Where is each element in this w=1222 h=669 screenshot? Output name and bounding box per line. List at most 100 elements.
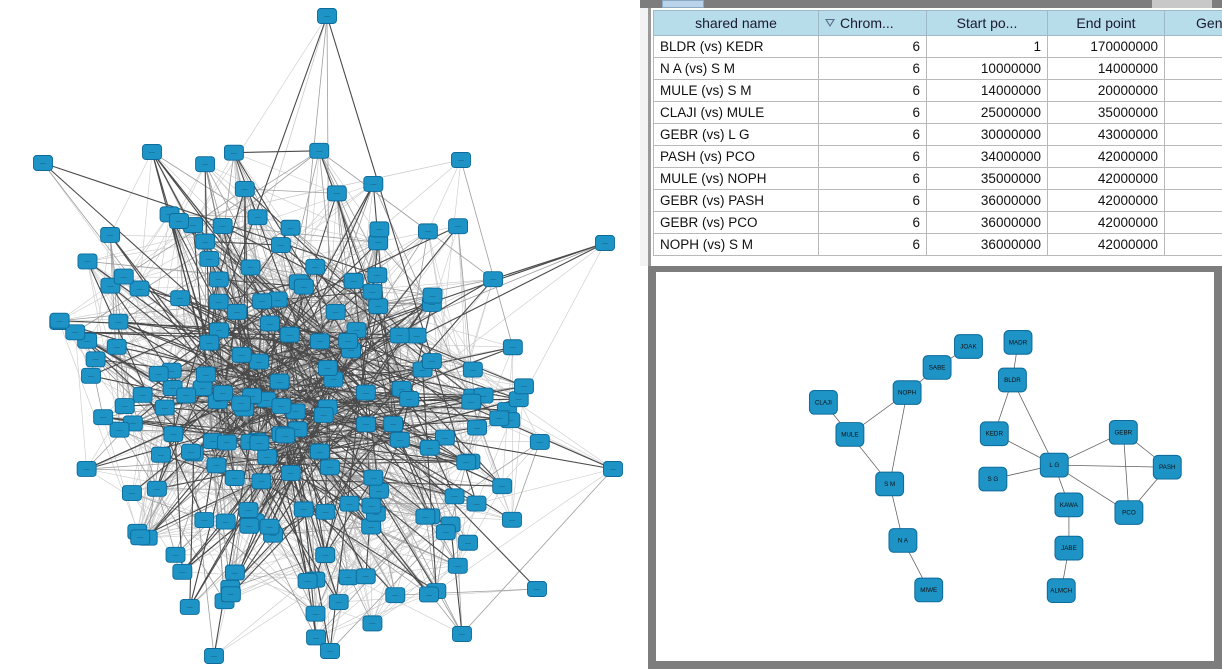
network-node[interactable] [33, 155, 53, 171]
network-node[interactable]: KAWA [1054, 492, 1084, 518]
table-row[interactable]: GEBR (vs) PASH636000000420000008.9 [653, 189, 1222, 212]
table-row[interactable]: BLDR (vs) KEDR61170000000192.0 [653, 35, 1222, 58]
network-node[interactable] [247, 209, 268, 226]
node-box[interactable] [1054, 535, 1084, 561]
network-node[interactable] [251, 473, 272, 490]
network-node[interactable] [151, 446, 171, 463]
network-node[interactable] [106, 338, 127, 355]
cell-start_point[interactable]: 36000000 [926, 233, 1048, 256]
network-node[interactable] [108, 313, 129, 330]
network-node[interactable] [215, 513, 236, 530]
network-node[interactable] [216, 434, 237, 451]
cell-shared_name[interactable]: MULE (vs) S M [653, 79, 819, 102]
network-node[interactable] [317, 360, 338, 377]
network-node[interactable]: SABE [922, 355, 952, 380]
cell-start_point[interactable]: 1 [926, 35, 1048, 58]
network-node[interactable] [502, 511, 522, 528]
cell-start_point[interactable]: 30000000 [926, 123, 1048, 146]
network-node[interactable] [527, 581, 547, 597]
network-node[interactable] [220, 586, 241, 603]
network-node[interactable] [297, 572, 318, 589]
network-node[interactable]: S G [978, 466, 1008, 492]
cell-end_point[interactable]: 170000000 [1047, 35, 1165, 58]
network-node[interactable] [113, 268, 134, 285]
table-row[interactable]: MULE (vs) S M614000000200000007.5 [653, 79, 1222, 102]
network-node[interactable] [252, 293, 273, 310]
network-node[interactable] [483, 271, 504, 288]
network-node[interactable]: L G [1039, 452, 1069, 478]
network-node[interactable] [170, 290, 191, 307]
network-node[interactable] [212, 218, 233, 234]
network-node[interactable] [76, 461, 97, 477]
cell-genetic[interactable]: 10.5 [1164, 167, 1222, 190]
network-node[interactable] [240, 259, 261, 276]
network-node[interactable] [305, 258, 326, 275]
network-node[interactable] [176, 387, 197, 404]
network-node[interactable] [224, 470, 245, 486]
cell-end_point[interactable]: 42000000 [1047, 145, 1165, 168]
network-node[interactable] [208, 293, 229, 310]
network-node[interactable] [172, 563, 193, 580]
network-node[interactable] [452, 626, 472, 642]
network-node[interactable] [109, 421, 130, 438]
table-row[interactable]: PASH (vs) PCO6340000004200000011.4 [653, 145, 1222, 168]
table-body[interactable]: BLDR (vs) KEDR61170000000192.0N A (vs) S… [653, 35, 1222, 256]
cell-end_point[interactable]: 43000000 [1047, 123, 1165, 146]
network-node[interactable] [502, 339, 523, 356]
network-node[interactable] [234, 181, 255, 197]
column-header-chrom[interactable]: Chrom... [818, 10, 927, 36]
network-node[interactable] [227, 303, 247, 320]
network-node[interactable] [309, 142, 330, 159]
network-node[interactable] [223, 144, 244, 161]
network-node[interactable] [444, 488, 465, 505]
network-node[interactable]: PASH [1152, 454, 1182, 480]
network-node[interactable] [435, 524, 456, 541]
network-node[interactable] [421, 353, 442, 370]
network-node[interactable] [129, 280, 150, 297]
network-node[interactable]: JOAK [954, 334, 983, 359]
network-node[interactable] [338, 569, 359, 586]
node-box[interactable] [1108, 419, 1138, 445]
cell-chrom[interactable]: 6 [818, 101, 927, 124]
network-node[interactable] [338, 332, 359, 349]
network-node[interactable] [315, 547, 336, 563]
node-box[interactable] [888, 528, 918, 553]
network-node[interactable] [49, 312, 70, 329]
cell-chrom[interactable]: 6 [818, 57, 927, 80]
network-node[interactable] [259, 518, 280, 535]
main-network-view[interactable]: —— —— —— —— —— —— —— —— —— —— —— —— —— —— —— —— —— —— —— ——… [0, 0, 640, 669]
network-node[interactable] [356, 416, 376, 433]
network-node[interactable] [121, 485, 142, 501]
network-node[interactable] [383, 416, 404, 432]
network-node[interactable] [434, 429, 455, 446]
network-node[interactable] [293, 501, 314, 518]
cell-start_point[interactable]: 36000000 [926, 211, 1048, 234]
cell-genetic[interactable]: 5.9 [1164, 101, 1222, 124]
network-node[interactable] [315, 503, 336, 520]
network-node[interactable]: MADR [1003, 329, 1033, 355]
node-box[interactable] [1054, 492, 1084, 518]
network-node[interactable] [461, 393, 482, 410]
table-row[interactable]: GEBR (vs) L G6300000004300000016.9 [653, 123, 1222, 146]
network-node[interactable] [269, 373, 290, 390]
network-node[interactable] [270, 237, 291, 253]
network-node[interactable] [195, 156, 216, 173]
network-node[interactable]: BLDR [997, 367, 1027, 393]
table-row[interactable]: GEBR (vs) PCO636000000420000008.4 [653, 211, 1222, 234]
network-node[interactable] [317, 8, 337, 24]
network-node[interactable] [305, 605, 326, 622]
network-node[interactable] [181, 443, 201, 460]
cell-chrom[interactable]: 6 [818, 233, 927, 256]
network-node[interactable] [206, 457, 227, 474]
network-node[interactable] [313, 407, 334, 423]
node-box[interactable] [808, 389, 838, 415]
network-node[interactable] [363, 176, 384, 192]
network-node[interactable] [195, 233, 216, 250]
network-node[interactable] [199, 251, 220, 267]
network-node[interactable] [328, 594, 349, 610]
node-box[interactable] [979, 421, 1009, 447]
node-box[interactable] [997, 367, 1027, 393]
network-node[interactable] [130, 529, 151, 546]
cell-genetic[interactable]: 9.9 [1164, 233, 1222, 256]
